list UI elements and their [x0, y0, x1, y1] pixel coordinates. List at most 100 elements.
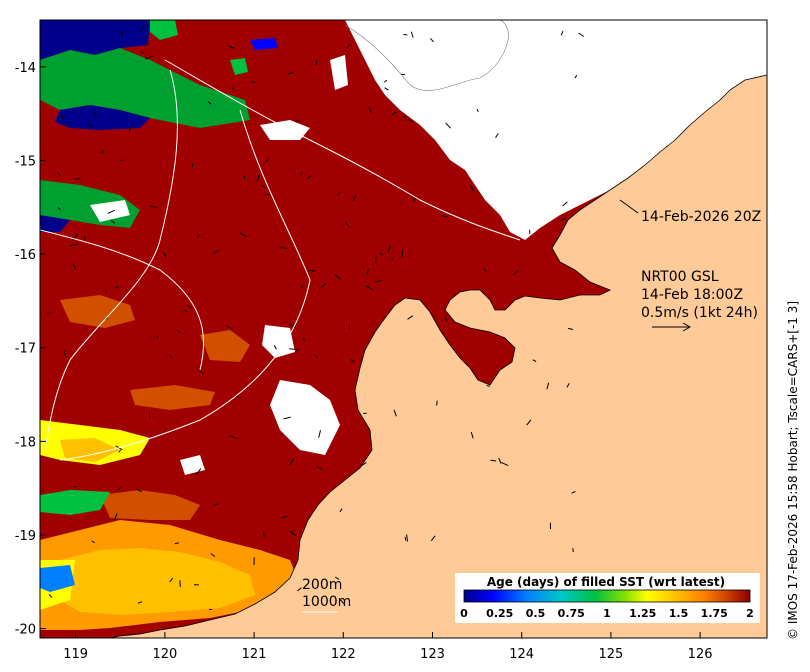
current-vector	[368, 106, 373, 114]
colorbar-gradient	[463, 589, 751, 603]
current-vector	[498, 457, 502, 464]
current-vector	[115, 286, 120, 289]
cloud-mask	[90, 20, 767, 475]
current-vector	[72, 263, 77, 270]
current-vector	[318, 430, 321, 438]
current-vector	[344, 221, 350, 228]
current-vector	[87, 123, 94, 128]
pass-time-label: 14-Feb-2026 20Z	[641, 209, 761, 225]
current-vector	[136, 488, 143, 493]
current-vector	[283, 416, 291, 420]
current-vector	[339, 508, 343, 513]
current-vector	[571, 491, 576, 494]
current-vector	[183, 309, 188, 313]
current-vector	[93, 113, 98, 118]
colorbar-ticks: 0 0.25 0.5 0.75 1 1.25 1.5 1.75 2	[460, 607, 754, 620]
current-vector	[289, 530, 294, 533]
current-vector	[169, 577, 174, 583]
current-vector	[174, 542, 179, 545]
current-vector	[60, 113, 64, 120]
current-vector	[139, 24, 146, 32]
current-vector	[239, 232, 247, 238]
current-vector	[334, 576, 340, 580]
current-vector	[186, 304, 192, 309]
current-vector	[56, 171, 61, 176]
longitude-axis: 119 120 121 122 123 124 125 126	[63, 632, 713, 662]
current-vector	[445, 315, 447, 322]
current-vector	[404, 536, 407, 541]
current-vector	[156, 335, 159, 340]
current-vector	[436, 400, 438, 406]
current-vector	[57, 207, 61, 211]
lat-tick-label: -15	[15, 154, 36, 169]
current-vector	[512, 269, 519, 276]
current-vector	[91, 540, 95, 544]
model-annotation: NRT00 GSL 14-Feb 18:00Z 0.5m/s (1kt 24h)	[641, 269, 758, 332]
land-mass	[109, 74, 767, 638]
current-vector	[350, 358, 355, 363]
current-vector	[279, 246, 288, 250]
current-vector	[281, 515, 288, 519]
lat-tick-label: -18	[15, 435, 36, 450]
current-vector	[70, 243, 79, 247]
current-vector	[118, 449, 121, 453]
current-vector	[150, 205, 157, 208]
current-vector	[366, 285, 374, 291]
current-vector	[101, 149, 104, 154]
current-vector	[297, 587, 302, 592]
map-frame	[39, 19, 768, 639]
current-vector	[300, 171, 303, 176]
current-vector	[407, 315, 414, 320]
current-vector	[197, 234, 200, 239]
current-vector	[210, 553, 216, 557]
current-vector	[445, 122, 451, 129]
current-vector	[403, 115, 407, 120]
sst-recent-patches	[40, 295, 300, 630]
bathymetry-contours	[40, 59, 521, 461]
colorbar-tick-label: 1.25	[629, 607, 656, 620]
lon-tick-label: 120	[152, 647, 177, 662]
coastline-thin	[344, 20, 509, 91]
current-vector	[236, 395, 241, 399]
current-vector	[256, 174, 261, 183]
colorbar-title: Age (days) of filled SST (wrt latest)	[487, 575, 725, 589]
lat-tick-label: -16	[15, 248, 36, 263]
current-vector	[366, 268, 369, 276]
current-vector	[169, 355, 173, 359]
current-vector	[231, 87, 235, 91]
current-vector	[47, 312, 51, 314]
current-vector	[483, 268, 488, 272]
lon-tick-label: 125	[598, 647, 623, 662]
current-vector	[287, 72, 294, 75]
current-vector	[430, 38, 434, 43]
lon-tick-label: 119	[63, 647, 88, 662]
current-vector	[148, 411, 151, 419]
current-vector	[413, 196, 416, 202]
current-vector	[384, 87, 389, 91]
current-vector	[144, 55, 153, 60]
depth-legend: 200m 1000m	[302, 577, 351, 613]
current-vector	[48, 594, 53, 598]
current-vector	[140, 51, 145, 54]
current-vector	[265, 159, 269, 162]
lon-tick-label: 122	[331, 647, 356, 662]
current-vector	[578, 32, 585, 37]
model-time-label: 14-Feb 18:00Z	[641, 287, 743, 303]
credit-label: © IMOS 17-Feb-2026 15:58 Hobart; Tscale=…	[786, 301, 800, 640]
current-vector	[387, 244, 391, 253]
colorbar-tick-label: 1.5	[669, 607, 689, 620]
current-vector	[289, 458, 295, 466]
current-vector	[337, 191, 341, 196]
current-vector	[107, 209, 115, 214]
current-vector	[212, 249, 219, 255]
lon-tick-label: 126	[688, 647, 713, 662]
current-vector	[334, 274, 341, 280]
depth-200-label: 200m	[302, 577, 342, 593]
current-vector	[198, 369, 205, 375]
lon-tick-label: 124	[509, 647, 534, 662]
current-vector	[117, 487, 122, 491]
current-vector	[229, 435, 237, 439]
current-vector	[137, 601, 143, 604]
current-vector	[300, 285, 304, 289]
model-scale-label: 0.5m/s (1kt 24h)	[641, 305, 758, 321]
